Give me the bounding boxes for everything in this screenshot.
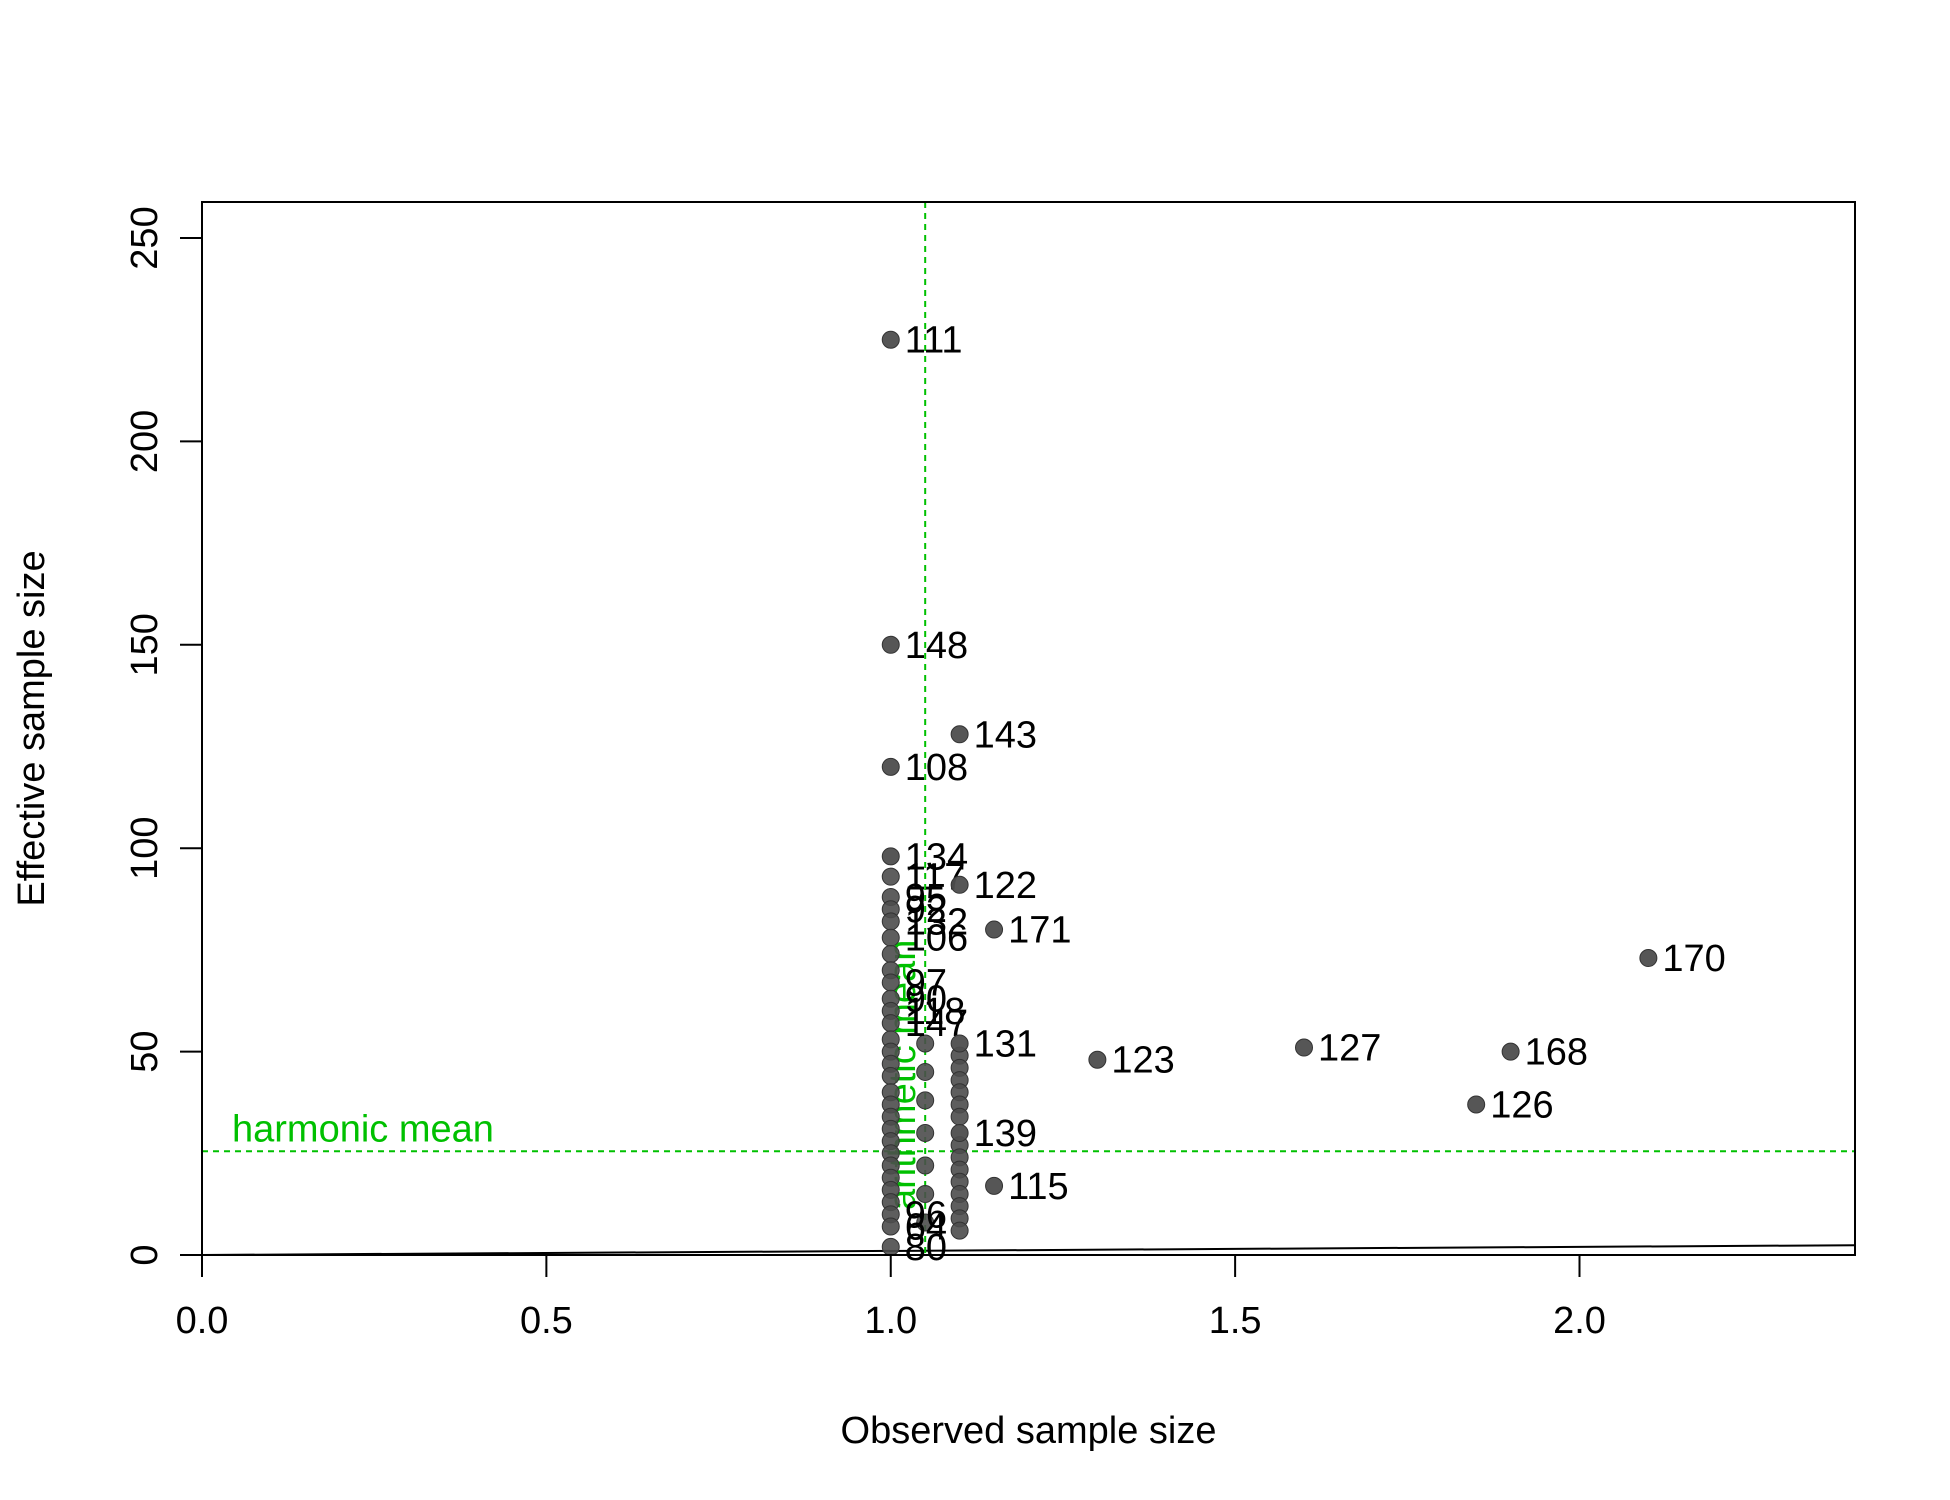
y-tick-label: 150: [124, 613, 166, 676]
data-point: [916, 1184, 935, 1203]
data-point: [881, 757, 900, 776]
data-point: [881, 973, 900, 992]
harmonic-mean-label: harmonic mean: [232, 1108, 494, 1150]
axes: 0.0 0.5 1.0 1.5 2.0 0 50 100 150 200 250: [124, 201, 1856, 1342]
point-label: 108: [905, 747, 968, 789]
x-tick-label: 0.0: [176, 1300, 229, 1342]
data-point: [985, 1176, 1004, 1195]
point-label: 111: [905, 320, 963, 362]
data-point: [1501, 1042, 1520, 1061]
point-label: 168: [1525, 1032, 1588, 1074]
point-label: 148: [905, 625, 968, 667]
point-label: 118: [905, 991, 966, 1033]
data-point: [916, 1091, 935, 1110]
data-point: [881, 912, 900, 931]
data-point: [881, 928, 900, 947]
data-point: [916, 1034, 935, 1053]
data-point: [916, 1123, 935, 1142]
point-label: 64: [905, 1207, 947, 1249]
point-label: 139: [974, 1113, 1037, 1155]
point-label: 143: [974, 714, 1037, 756]
data-point: [881, 330, 900, 349]
data-point: [950, 875, 969, 894]
y-tick-label: 250: [124, 206, 166, 269]
x-axis-title: Observed sample size: [841, 1410, 1217, 1452]
data-point: [950, 1123, 969, 1142]
data-point: [881, 847, 900, 866]
data-point: [881, 867, 900, 886]
data-point: [881, 635, 900, 654]
x-tick-label: 1.0: [864, 1300, 917, 1342]
data-point: [985, 920, 1004, 939]
data-point: [1295, 1038, 1313, 1057]
point-label: 171: [1008, 910, 1071, 952]
point-label: 95: [905, 877, 947, 919]
data-point: [950, 1034, 969, 1053]
point-label: 132: [905, 901, 968, 943]
y-tick-label: 200: [124, 410, 166, 473]
data-point: [1088, 1050, 1107, 1069]
y-tick-label: 0: [124, 1244, 166, 1265]
data-point: [916, 1213, 935, 1232]
point-label: 170: [1662, 938, 1725, 980]
point-label: 92: [905, 889, 947, 931]
point-label: 106: [905, 918, 968, 960]
point-label: 127: [1318, 1028, 1381, 1070]
data-point: [916, 1156, 935, 1175]
identity-line: [201, 1244, 1856, 1256]
x-tick-label: 2.0: [1553, 1300, 1606, 1342]
point-label: 97: [905, 962, 947, 1004]
point-label: 90: [905, 979, 947, 1021]
point-label: 80: [905, 1227, 947, 1269]
data-point: [881, 1067, 900, 1086]
data-point: [881, 1237, 900, 1256]
point-label: 123: [1111, 1040, 1174, 1082]
data-point: [1639, 949, 1658, 968]
data-point: [916, 1062, 935, 1081]
data-point: [881, 944, 900, 963]
point-label: 131: [974, 1023, 1037, 1065]
data-point: [881, 1014, 900, 1033]
plot-area: harmonic mean arithmetic mean117959213210…: [201, 202, 1856, 1269]
point-label: 134: [905, 836, 968, 878]
point-label: 122: [974, 865, 1037, 907]
y-tick-label: 50: [124, 1030, 166, 1072]
data-point: [950, 1221, 969, 1240]
y-tick-label: 100: [124, 816, 166, 879]
data-point: [950, 725, 969, 744]
x-tick-label: 1.5: [1209, 1300, 1262, 1342]
data-point: [881, 1217, 900, 1236]
point-label: 115: [1008, 1166, 1069, 1208]
data-point: [950, 1107, 969, 1126]
y-axis-title: Effective sample size: [11, 550, 53, 906]
data-point: [1467, 1095, 1486, 1114]
point-label: 126: [1490, 1084, 1553, 1126]
point-label: 96: [905, 1194, 947, 1236]
x-tick-label: 0.5: [520, 1300, 573, 1342]
